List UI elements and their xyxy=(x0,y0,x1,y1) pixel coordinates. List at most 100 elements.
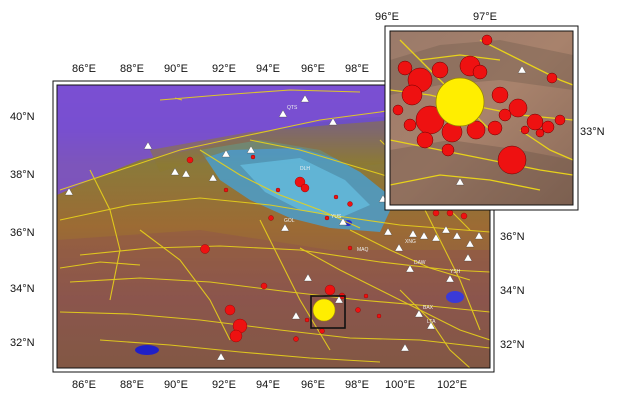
station-triangle xyxy=(441,225,451,234)
fault-line xyxy=(59,261,141,269)
lat-tick-label: 34°N xyxy=(500,285,525,297)
site-label: DAW xyxy=(414,260,426,266)
earthquake-event xyxy=(460,212,468,220)
inset-hillshade xyxy=(390,140,573,205)
site-label: QTS xyxy=(287,105,298,111)
earthquake-event xyxy=(481,34,493,46)
earthquake-event xyxy=(397,60,413,76)
station-triangle xyxy=(221,149,231,158)
inset-lat-tick-label: 33°N xyxy=(580,126,605,138)
lake xyxy=(135,345,159,355)
station-triangle xyxy=(64,187,74,196)
fault-line xyxy=(99,339,381,363)
site-label: YSH xyxy=(450,269,461,275)
inset-extent-box xyxy=(310,295,346,329)
fault-line xyxy=(139,229,231,341)
station-triangle xyxy=(419,231,429,240)
inset-map-frame xyxy=(389,30,574,206)
main-map-outer-frame xyxy=(52,80,495,373)
fault-line xyxy=(519,129,573,161)
earthquake-event xyxy=(498,108,512,122)
earthquake-event xyxy=(491,86,509,104)
inset-map: 96°E 97°E 33°N xyxy=(375,11,605,211)
earthquake-event xyxy=(446,209,454,217)
station-triangle xyxy=(280,223,290,232)
fault-line xyxy=(59,197,490,233)
station-triangle xyxy=(291,311,301,320)
station-labels: QTS DLH GOL YUS MAQ XNG YSH DAW BAX LTA xyxy=(284,105,461,325)
site-label: MAQ xyxy=(357,247,369,253)
station-triangle xyxy=(300,94,310,103)
earthquake-event xyxy=(333,194,339,200)
earthquake-event xyxy=(224,304,236,316)
earthquake-event xyxy=(520,125,530,135)
station-triangle xyxy=(170,167,180,176)
lon-tick-label: 96°E xyxy=(301,379,325,391)
station-triangle xyxy=(338,217,348,226)
lat-tick-label: 34°N xyxy=(10,283,35,295)
lon-tick-label: 88°E xyxy=(120,63,144,75)
fault-line xyxy=(390,174,541,191)
station-triangle xyxy=(474,231,484,240)
station-triangle xyxy=(328,117,338,126)
earthquake-event xyxy=(541,120,555,134)
lat-tick-label: 36°N xyxy=(10,227,35,239)
earthquake-event xyxy=(554,114,566,126)
lon-tick-label: 90°E xyxy=(164,63,188,75)
site-label: GOL xyxy=(284,218,295,224)
earthquake-event xyxy=(223,187,229,193)
lon-tick-label: 98°E xyxy=(345,379,369,391)
earthquake-event xyxy=(229,329,243,343)
fault-line xyxy=(299,247,490,341)
station-triangle xyxy=(517,65,527,74)
earthquake-event xyxy=(363,293,369,299)
earthquake-event xyxy=(347,201,353,207)
lon-tick-labels: 86°E 88°E 90°E 92°E 94°E 96°E 98°E 86°E … xyxy=(72,63,467,391)
station-triangle xyxy=(431,233,441,242)
station-triangle xyxy=(455,177,465,186)
lon-tick-label: 94°E xyxy=(256,63,280,75)
station-triangle xyxy=(334,295,344,304)
earthquake-event xyxy=(472,64,488,80)
fault-lines xyxy=(59,89,490,368)
lon-tick-label: 98°E xyxy=(345,63,369,75)
station-triangle xyxy=(181,169,191,178)
station-triangle xyxy=(216,352,226,361)
earthquake-event xyxy=(441,143,455,157)
station-triangle xyxy=(465,239,475,248)
station-triangle xyxy=(246,145,256,154)
earthquake-event xyxy=(403,118,417,132)
site-label: XNG xyxy=(405,239,416,245)
lon-tick-label: 92°E xyxy=(212,63,236,75)
fault-line xyxy=(349,229,471,281)
inset-seismic-stations xyxy=(455,65,527,186)
station-triangle xyxy=(405,264,415,273)
fault-line xyxy=(174,97,183,101)
earthquake-event xyxy=(347,245,353,251)
earthquake-event xyxy=(392,104,404,116)
lat-tick-label: 32°N xyxy=(500,339,525,351)
station-triangle xyxy=(383,227,393,236)
plateau-south xyxy=(57,230,490,368)
site-label: BAX xyxy=(423,305,434,311)
station-triangle xyxy=(426,321,436,330)
earthquake-events xyxy=(186,154,468,343)
earthquake-event xyxy=(416,131,434,149)
earthquake-event xyxy=(268,215,274,221)
station-triangle xyxy=(414,309,424,318)
earthquake-event xyxy=(466,120,486,140)
earthquake-event xyxy=(300,183,310,193)
earthquake-event xyxy=(376,313,382,319)
lon-tick-label: 96°E xyxy=(301,63,325,75)
lon-tick-label: 92°E xyxy=(212,379,236,391)
lon-tick-label: 94°E xyxy=(256,379,280,391)
station-triangle xyxy=(445,274,455,283)
earthquake-event xyxy=(497,145,527,175)
earthquake-event xyxy=(186,156,194,164)
station-triangle xyxy=(208,173,218,182)
earthquake-event xyxy=(324,215,330,221)
lon-tick-label: 88°E xyxy=(120,379,144,391)
earthquake-event xyxy=(200,244,210,254)
earthquake-event xyxy=(324,284,336,296)
station-triangle xyxy=(408,229,418,238)
